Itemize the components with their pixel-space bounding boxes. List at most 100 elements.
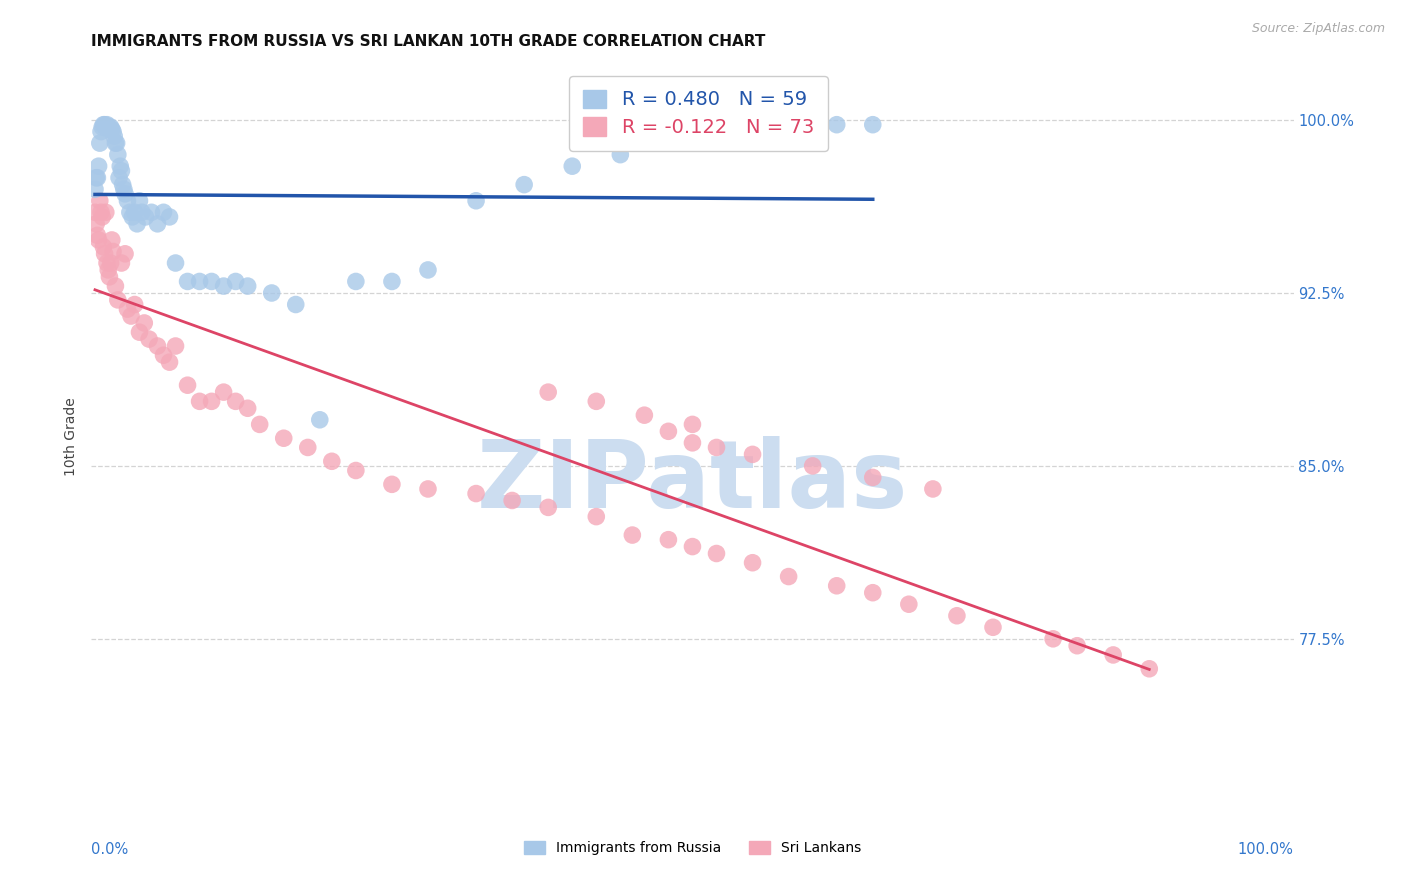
- Point: [621, 528, 644, 542]
- Point: [93, 247, 115, 261]
- Point: [657, 136, 679, 150]
- Point: [657, 533, 679, 547]
- Text: 100.0%: 100.0%: [1237, 842, 1294, 857]
- Point: [101, 125, 124, 139]
- Point: [91, 210, 114, 224]
- Point: [114, 186, 136, 201]
- Point: [159, 355, 181, 369]
- Point: [107, 293, 129, 307]
- Point: [681, 540, 703, 554]
- Point: [96, 256, 118, 270]
- Point: [128, 325, 150, 339]
- Text: 0.0%: 0.0%: [91, 842, 128, 857]
- Point: [501, 493, 523, 508]
- Point: [165, 256, 187, 270]
- Point: [86, 170, 108, 185]
- Point: [633, 408, 655, 422]
- Point: [381, 275, 404, 289]
- Point: [585, 509, 607, 524]
- Text: Source: ZipAtlas.com: Source: ZipAtlas.com: [1251, 22, 1385, 36]
- Legend: Immigrants from Russia, Sri Lankans: Immigrants from Russia, Sri Lankans: [519, 836, 866, 861]
- Point: [297, 441, 319, 455]
- Point: [97, 120, 120, 134]
- Y-axis label: 10th Grade: 10th Grade: [65, 398, 79, 476]
- Point: [801, 458, 824, 473]
- Point: [236, 401, 259, 416]
- Point: [201, 394, 224, 409]
- Point: [101, 122, 124, 136]
- Point: [165, 339, 187, 353]
- Point: [706, 547, 728, 561]
- Point: [344, 275, 367, 289]
- Point: [897, 597, 920, 611]
- Point: [416, 263, 439, 277]
- Point: [117, 302, 139, 317]
- Point: [1042, 632, 1064, 646]
- Point: [84, 217, 107, 231]
- Point: [117, 194, 139, 208]
- Point: [89, 136, 111, 150]
- Point: [141, 205, 163, 219]
- Point: [112, 182, 135, 196]
- Point: [94, 120, 117, 134]
- Point: [706, 441, 728, 455]
- Point: [681, 417, 703, 432]
- Point: [212, 279, 235, 293]
- Point: [946, 608, 969, 623]
- Point: [825, 118, 848, 132]
- Point: [465, 486, 488, 500]
- Point: [1137, 662, 1160, 676]
- Point: [94, 205, 117, 219]
- Point: [86, 228, 108, 243]
- Point: [100, 256, 122, 270]
- Point: [110, 256, 132, 270]
- Point: [104, 136, 127, 150]
- Point: [124, 297, 146, 311]
- Point: [741, 447, 763, 461]
- Point: [84, 205, 107, 219]
- Point: [146, 339, 169, 353]
- Point: [97, 263, 120, 277]
- Point: [103, 129, 125, 144]
- Point: [152, 348, 174, 362]
- Point: [1066, 639, 1088, 653]
- Point: [585, 394, 607, 409]
- Point: [101, 244, 124, 259]
- Point: [159, 210, 181, 224]
- Point: [981, 620, 1004, 634]
- Point: [260, 285, 283, 300]
- Point: [825, 579, 848, 593]
- Point: [465, 194, 488, 208]
- Point: [416, 482, 439, 496]
- Point: [87, 159, 110, 173]
- Point: [741, 556, 763, 570]
- Point: [862, 118, 884, 132]
- Point: [138, 332, 160, 346]
- Text: ZIPatlas: ZIPatlas: [477, 436, 908, 528]
- Point: [176, 275, 198, 289]
- Point: [121, 210, 143, 224]
- Point: [201, 275, 224, 289]
- Point: [188, 394, 211, 409]
- Point: [93, 118, 115, 132]
- Point: [188, 275, 211, 289]
- Point: [89, 194, 111, 208]
- Point: [104, 279, 127, 293]
- Point: [131, 205, 153, 219]
- Point: [344, 463, 367, 477]
- Point: [107, 147, 129, 161]
- Point: [110, 163, 132, 178]
- Point: [225, 275, 247, 289]
- Point: [87, 233, 110, 247]
- Point: [91, 120, 114, 134]
- Point: [381, 477, 404, 491]
- Point: [1102, 648, 1125, 662]
- Point: [152, 205, 174, 219]
- Point: [212, 385, 235, 400]
- Point: [225, 394, 247, 409]
- Point: [609, 147, 631, 161]
- Point: [114, 247, 136, 261]
- Point: [308, 413, 330, 427]
- Point: [90, 125, 112, 139]
- Point: [120, 309, 142, 323]
